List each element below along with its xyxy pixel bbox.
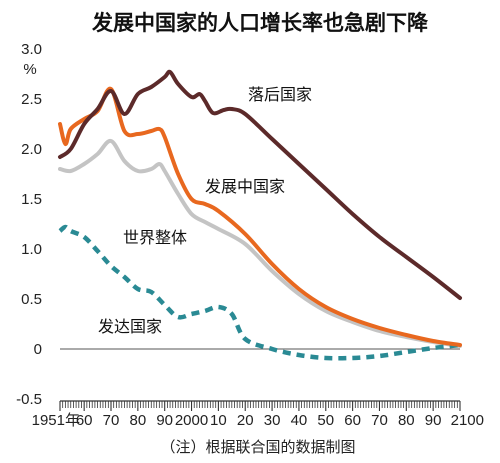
x-tick-label: 70 <box>103 412 120 429</box>
source-note: （注）根据联合国的数据制图 <box>160 438 355 456</box>
chart-title: 发展中国家的人口增长率也急剧下降 <box>91 11 429 35</box>
y-tick-label: 0 <box>34 341 42 358</box>
x-tick-label: 1951年 <box>32 412 80 429</box>
x-tick-label: 10 <box>210 412 227 429</box>
x-tick-label: 2000 <box>175 412 208 429</box>
x-tick-label: 20 <box>237 412 254 429</box>
x-tick-label: 40 <box>291 412 308 429</box>
y-axis-ticks: 3.0 2.5 2.0 1.5 1.0 0.5 0 -0.5 <box>16 41 42 408</box>
x-tick-label: 90 <box>425 412 442 429</box>
y-tick-label: 1.0 <box>21 241 42 258</box>
y-tick-label: -0.5 <box>16 391 42 408</box>
series-line-developed <box>58 224 461 361</box>
x-tick-label: 30 <box>264 412 281 429</box>
series-label-world: 世界整体 <box>123 228 187 247</box>
series-label-least-developed: 落后国家 <box>248 85 312 104</box>
series-line-world <box>58 138 462 348</box>
x-tick-label: 2100 <box>451 412 484 429</box>
x-tick-label: 60 <box>76 412 93 429</box>
x-tick-label: 60 <box>344 412 361 429</box>
y-axis-unit: % <box>23 61 36 78</box>
y-tick-label: 3.0 <box>21 41 42 58</box>
x-tick-label: 70 <box>371 412 388 429</box>
y-tick-label: 1.5 <box>21 191 42 208</box>
y-tick-label: 2.5 <box>21 91 42 108</box>
x-tick-label: 50 <box>317 412 334 429</box>
y-tick-label: 0.5 <box>21 291 42 308</box>
series-line-least-developed <box>58 69 462 300</box>
series-label-developing: 发展中国家 <box>205 177 285 196</box>
x-tick-label: 90 <box>156 412 173 429</box>
x-tick-label: 80 <box>398 412 415 429</box>
x-tick-label: 80 <box>130 412 147 429</box>
series-label-developed: 发达国家 <box>98 317 162 336</box>
y-tick-label: 2.0 <box>21 141 42 158</box>
